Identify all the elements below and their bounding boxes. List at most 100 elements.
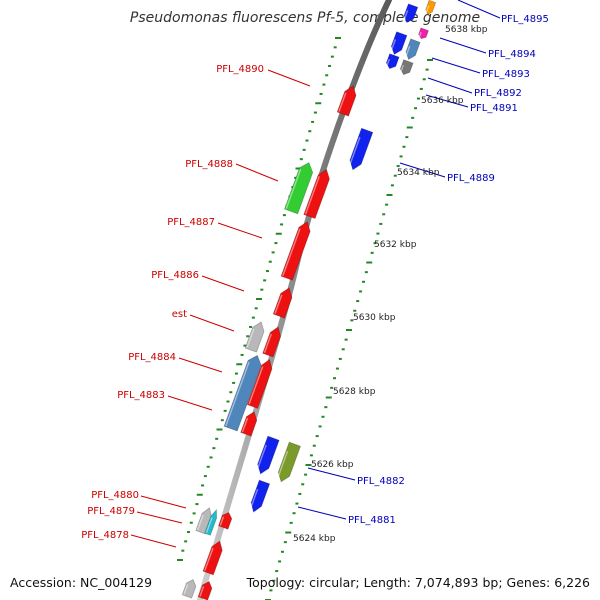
gene-pfl-4895b-highlight [425, 5, 430, 14]
gene-est-highlight [246, 328, 255, 348]
gene-pfl-4879 [204, 508, 217, 536]
gene-est-b [262, 326, 281, 358]
gene-extra-2-shape [197, 580, 213, 600]
gene-pfl-4882 [255, 435, 280, 475]
gene-label[interactable]: PFL_4888 [185, 159, 233, 170]
gene-pfl-4888-shape [284, 161, 314, 215]
tick-marks [177, 37, 433, 600]
gene-label[interactable]: PFL_4886 [151, 270, 199, 281]
gene-label[interactable]: est [172, 309, 187, 320]
gene-pfl-4883-highlight [248, 366, 264, 405]
gene-pfl-4886-highlight [274, 294, 283, 314]
gene-extra-1 [181, 578, 197, 599]
gene-label[interactable]: PFL_4887 [167, 217, 215, 228]
gene-pfl-4887-shape [280, 221, 311, 281]
gene-pfl-4878b [202, 540, 223, 576]
gene-label[interactable]: PFL_4879 [87, 506, 135, 517]
gene-pfl-4888-highlight [285, 168, 302, 209]
gene-pfl-4887 [280, 221, 311, 281]
scale-label: 5630 kbp [353, 313, 396, 323]
gene-pfl-4892-shape [385, 53, 400, 70]
gene-pfl-4892b-shape [399, 59, 414, 76]
gene-pfl-4893 [404, 38, 421, 60]
gene-label[interactable]: PFL_4881 [348, 515, 396, 526]
gene-label[interactable]: PFL_4895 [501, 14, 549, 25]
leader-line [178, 357, 223, 373]
gene-pfl-4888 [284, 161, 314, 215]
scale-label: 5634 kbp [397, 168, 440, 178]
gene-pfl-4881-shape [250, 479, 271, 513]
leader-line [431, 57, 481, 74]
gene-label[interactable]: PFL_4891 [470, 103, 518, 114]
gene-label[interactable]: PFL_4884 [128, 352, 176, 363]
gene-label[interactable]: PFL_4890 [216, 64, 264, 75]
scale-label: 5626 kbp [311, 460, 354, 470]
gene-label[interactable]: PFL_4889 [447, 173, 495, 184]
scale-label: 5628 kbp [333, 387, 376, 397]
gene-label[interactable]: PFL_4892 [474, 88, 522, 99]
gene-pfl-4881-highlight [249, 488, 259, 510]
left-gene-labels: PFL_4890 PFL_4888 PFL_4887 PFL_4886 est … [81, 64, 264, 541]
gene-est-b-shape [262, 326, 281, 358]
gene-pfl-4878 [218, 511, 233, 530]
gene-pfl-4889-shape [349, 127, 374, 171]
leader-line [130, 534, 177, 548]
gene-pfl-4886-shape [272, 287, 293, 319]
scale-label: 5638 kbp [445, 25, 488, 35]
gene-pfl-4888b [303, 168, 330, 220]
gene-pfl-4895-highlight [418, 31, 422, 38]
leader-line [235, 163, 279, 182]
gene-extra-1-shape [181, 578, 197, 599]
leader-line [167, 395, 213, 411]
leader-line [399, 162, 446, 178]
gene-pfl-4878-highlight [219, 516, 225, 526]
gene-pfl-4895c-shape [403, 3, 419, 24]
gene-label[interactable]: PFL_4882 [357, 476, 405, 487]
gene-pfl-4882b [276, 441, 301, 483]
summary-text: Topology: circular; Length: 7,074,893 bp… [246, 575, 590, 590]
accession-text: Accession: NC_004129 [10, 575, 153, 590]
gene-pfl-4895 [418, 27, 429, 40]
leader-line [457, 0, 501, 19]
gene-pfl-4883b [240, 411, 258, 437]
gene-extra-2-highlight [199, 586, 205, 597]
gene-extra-2 [197, 580, 213, 600]
gene-pfl-4892 [385, 53, 400, 70]
gene-pfl-4878b-shape [202, 540, 223, 576]
gene-est [244, 321, 265, 353]
leader-line [439, 37, 487, 54]
gene-pfl-4882b-highlight [276, 450, 289, 480]
gene-pfl-4888b-highlight [304, 176, 320, 215]
leader-line [427, 77, 473, 94]
gene-pfl-4889-highlight [348, 136, 361, 168]
gene-pfl-4884-shape [223, 354, 262, 432]
gene-pfl-4893-highlight [404, 45, 411, 58]
label-leaders [130, 0, 501, 548]
map-title: Pseudomonas fluorescens Pf-5, complete g… [129, 10, 481, 26]
leader-line [267, 69, 311, 87]
gene-label[interactable]: PFL_4883 [117, 390, 165, 401]
gene-pfl-4881 [249, 479, 271, 513]
gene-pfl-4883b-highlight [241, 417, 249, 433]
leader-line [136, 511, 183, 524]
gene-pfl-4890-shape [336, 85, 357, 117]
gene-label[interactable]: PFL_4894 [488, 49, 536, 60]
gene-extra-1-highlight [183, 584, 189, 595]
gene-pfl-4886 [272, 287, 293, 319]
gene-pfl-4882-shape [257, 435, 280, 475]
gene-label[interactable]: PFL_4893 [482, 69, 530, 80]
gene-pfl-4878-shape [218, 511, 233, 530]
right-gene-labels: PFL_4895 PFL_4894 PFL_4893 PFL_4892 PFL_… [348, 14, 549, 526]
scale-labels: 5624 kbp 5626 kbp 5628 kbp 5630 kbp 5632… [293, 25, 488, 544]
leader-line [140, 495, 187, 509]
gene-pfl-4890-highlight [338, 92, 347, 112]
gene-label[interactable]: PFL_4880 [91, 490, 139, 501]
gene-pfl-4895c-highlight [403, 10, 409, 21]
gene-pfl-4892b-highlight [399, 64, 405, 73]
gene-pfl-4884-highlight [225, 361, 250, 427]
leader-line [217, 222, 263, 239]
gene-label[interactable]: PFL_4878 [81, 530, 129, 541]
gene-pfl-4890 [336, 85, 357, 117]
gene-pfl-4895-shape [418, 27, 429, 40]
